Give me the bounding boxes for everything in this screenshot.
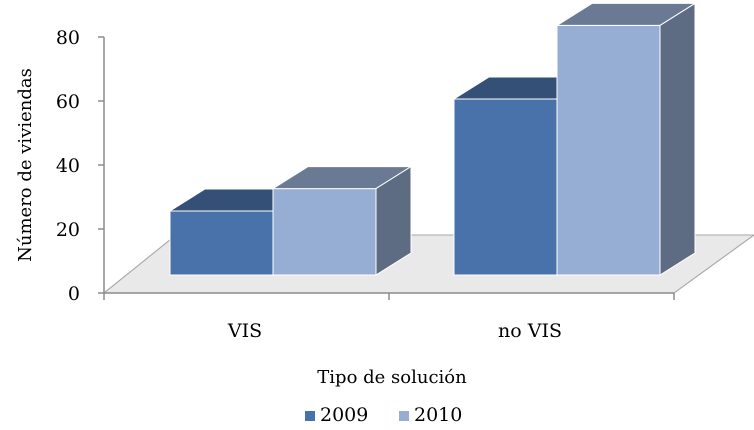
x-tick-label-vis: VIS xyxy=(227,320,262,342)
x-tick-label-no-vis: no VIS xyxy=(498,320,562,342)
bar-side-2010-vis xyxy=(375,165,412,276)
y-tick-label-80: 80 xyxy=(56,27,80,49)
bar-front-2010-no-vis xyxy=(556,24,661,276)
chart-bars xyxy=(168,2,697,276)
legend-swatch-2009 xyxy=(305,411,315,421)
y-tick-label-0: 0 xyxy=(68,283,80,305)
legend: 2009 2010 xyxy=(305,404,462,426)
bar-side-2010-no-vis xyxy=(659,2,696,276)
y-tick-label-60: 60 xyxy=(56,91,80,113)
legend-label-2010: 2010 xyxy=(414,404,462,426)
legend-swatch-2010 xyxy=(399,411,409,421)
y-tick-label-40: 40 xyxy=(56,155,80,177)
legend-label-2009: 2009 xyxy=(320,404,368,426)
floor-right-edge xyxy=(673,234,754,294)
y-axis-title: Número de viviendas xyxy=(15,68,36,262)
floor-left-edge xyxy=(103,234,177,294)
chart-axes: 0 20 40 60 80 VIS no VIS xyxy=(56,27,675,342)
bar-front-2010-vis xyxy=(272,188,377,276)
y-tick-label-20: 20 xyxy=(56,219,80,241)
bar-front-2009-no-vis xyxy=(453,98,558,276)
x-axis-title: Tipo de solución xyxy=(317,367,467,388)
bar-front-2009-vis xyxy=(169,210,274,276)
